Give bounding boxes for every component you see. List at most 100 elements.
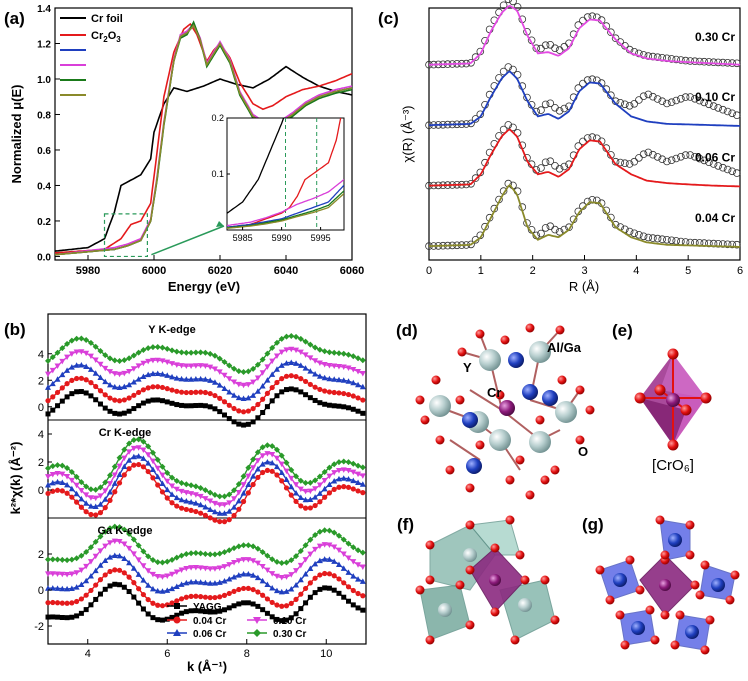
b-marker bbox=[207, 498, 214, 505]
b-marker bbox=[198, 594, 204, 600]
b-marker bbox=[326, 362, 333, 369]
b-marker bbox=[312, 590, 318, 596]
b-marker bbox=[50, 599, 56, 606]
b-marker bbox=[321, 362, 328, 368]
b-marker bbox=[216, 510, 223, 516]
b-marker bbox=[202, 565, 209, 572]
b-marker bbox=[322, 570, 328, 577]
b-marker bbox=[226, 517, 232, 523]
b-marker bbox=[59, 385, 65, 391]
b-marker bbox=[173, 494, 180, 501]
b-xtick-label: 10 bbox=[320, 648, 332, 660]
c-exp-point bbox=[700, 156, 708, 165]
c-exp-point bbox=[560, 162, 569, 171]
d-o-atom bbox=[575, 435, 585, 445]
b-marker bbox=[250, 405, 256, 412]
c-exp-point bbox=[504, 63, 513, 71]
b-marker bbox=[107, 489, 114, 495]
b-marker bbox=[245, 421, 251, 427]
b-marker bbox=[164, 386, 170, 392]
b-marker bbox=[121, 370, 128, 377]
a-xtick-label: 6020 bbox=[208, 265, 232, 277]
b-marker bbox=[54, 478, 61, 485]
b-marker bbox=[155, 384, 161, 390]
b-marker bbox=[174, 388, 180, 394]
b-marker bbox=[254, 466, 261, 472]
b-marker bbox=[97, 562, 104, 568]
c-exp-point bbox=[588, 75, 597, 83]
panel-b-frame bbox=[47, 313, 367, 645]
b-xtick-label: 4 bbox=[85, 648, 91, 660]
b-marker bbox=[269, 459, 276, 466]
b-marker bbox=[121, 555, 128, 561]
d-o-atom bbox=[475, 329, 485, 339]
b-marker bbox=[59, 398, 65, 404]
b-marker bbox=[193, 389, 199, 395]
c-exp-point bbox=[630, 100, 639, 108]
b-marker bbox=[88, 511, 94, 518]
b-marker bbox=[331, 461, 338, 468]
c-exp-point bbox=[639, 92, 648, 100]
b-marker bbox=[135, 557, 142, 563]
c-exp-point bbox=[504, 0, 513, 4]
b-marker bbox=[307, 341, 314, 348]
b-marker bbox=[64, 465, 71, 472]
b-marker bbox=[149, 458, 156, 465]
panel-g: (g) bbox=[582, 515, 740, 655]
c-exp-point bbox=[672, 154, 680, 163]
b-marker bbox=[307, 551, 314, 558]
b-marker bbox=[212, 594, 218, 601]
d-al-atom bbox=[466, 458, 482, 474]
b-marker bbox=[130, 352, 137, 359]
f-o-atom bbox=[465, 520, 475, 530]
oct-e-cr-atom bbox=[666, 393, 680, 407]
b-marker bbox=[212, 609, 218, 615]
b-marker bbox=[331, 544, 338, 550]
b-marker bbox=[298, 606, 304, 612]
b-marker bbox=[231, 512, 237, 519]
b-marker bbox=[145, 596, 151, 603]
b-marker bbox=[235, 481, 242, 488]
b-marker bbox=[183, 481, 190, 488]
b-marker bbox=[307, 496, 314, 503]
b-marker bbox=[335, 459, 342, 466]
b-marker bbox=[345, 468, 352, 474]
b-marker bbox=[326, 527, 333, 534]
b-marker bbox=[340, 551, 347, 558]
d-al-atom bbox=[508, 352, 524, 368]
b-marker bbox=[231, 487, 238, 494]
c-exp-point bbox=[719, 58, 727, 67]
b-marker bbox=[188, 389, 194, 396]
b-marker bbox=[154, 343, 161, 350]
b-marker bbox=[312, 344, 319, 351]
b-marker bbox=[87, 503, 94, 509]
b-ytick-label: 2 bbox=[38, 375, 44, 387]
panel-c-label: (c) bbox=[378, 9, 399, 28]
c-exp-point bbox=[733, 59, 741, 68]
b-marker bbox=[126, 574, 132, 580]
b-marker bbox=[302, 479, 309, 486]
b-marker bbox=[197, 349, 204, 356]
b-marker bbox=[136, 461, 142, 468]
b-marker bbox=[197, 550, 204, 557]
c-exp-point bbox=[588, 12, 597, 21]
b-marker bbox=[140, 438, 147, 445]
b-marker bbox=[111, 383, 118, 390]
b-marker bbox=[264, 596, 271, 602]
c-exp-point bbox=[705, 158, 713, 167]
b-marker bbox=[102, 586, 108, 592]
b-marker bbox=[87, 559, 94, 565]
c-exp-point bbox=[719, 105, 727, 114]
b-marker bbox=[331, 363, 338, 370]
polyhedra-g bbox=[595, 515, 740, 655]
b-marker bbox=[150, 615, 156, 621]
b-marker bbox=[274, 602, 280, 608]
c-exp-point bbox=[611, 34, 620, 42]
b-marker bbox=[198, 402, 204, 408]
b-marker bbox=[250, 481, 256, 488]
c-exp-point bbox=[691, 153, 699, 161]
b-marker bbox=[221, 577, 228, 584]
b-marker bbox=[116, 357, 123, 364]
b-marker bbox=[64, 600, 70, 606]
b-marker bbox=[207, 595, 213, 601]
